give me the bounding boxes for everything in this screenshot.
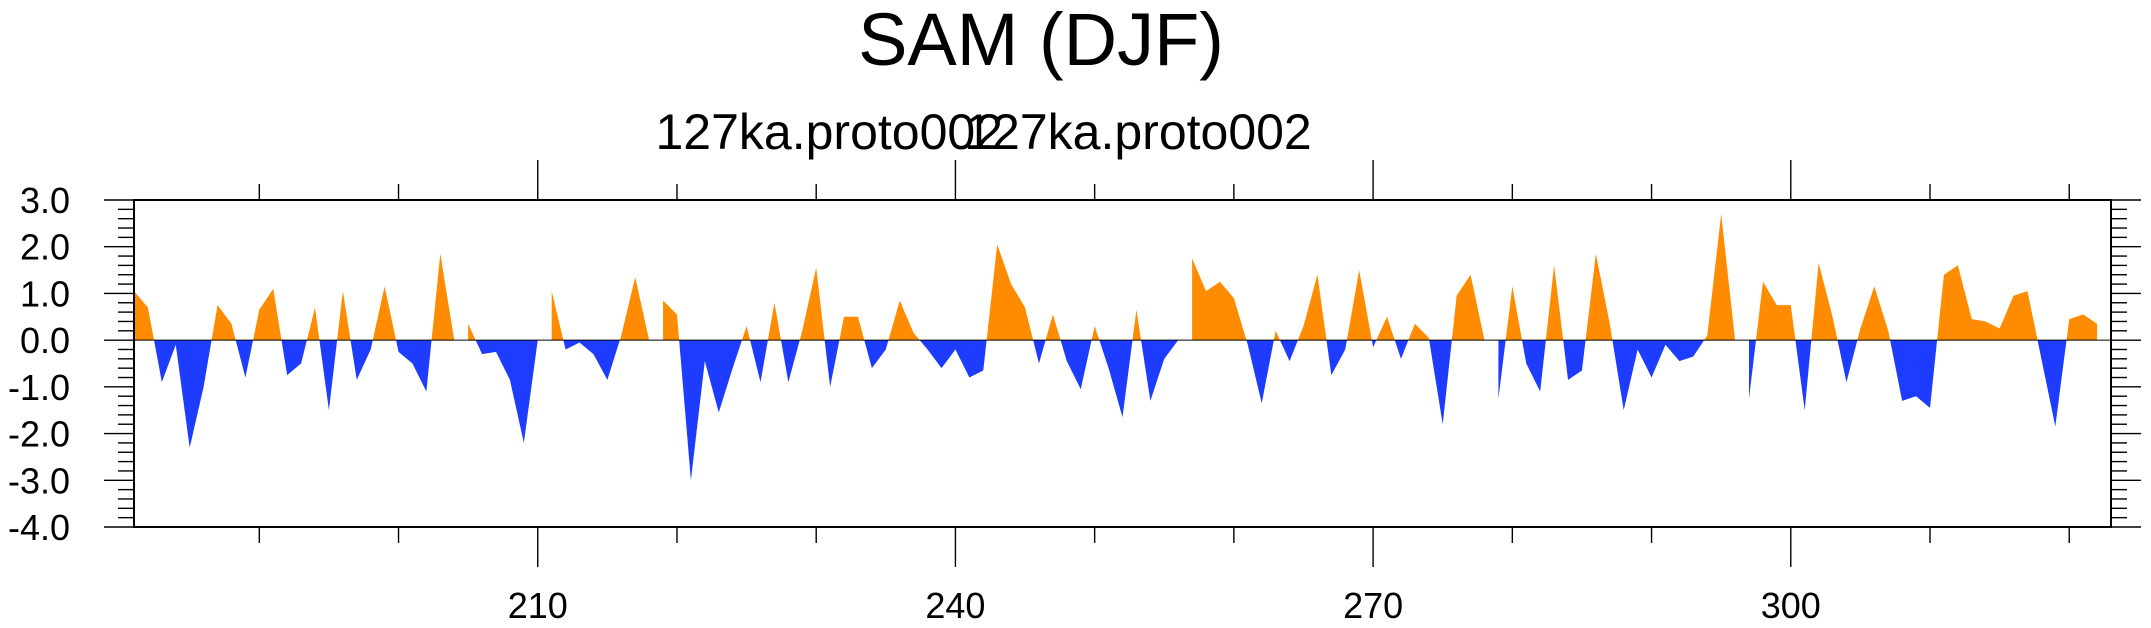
positive-area (1585, 253, 1613, 341)
positive-area (619, 277, 650, 341)
negative-area (1522, 340, 1546, 392)
positive-area (986, 244, 1034, 341)
positive-area (337, 291, 351, 341)
positive-area (253, 288, 282, 341)
negative-area (1099, 340, 1133, 418)
positive-area (134, 291, 155, 341)
negative-area (679, 340, 742, 481)
negative-area (396, 340, 432, 392)
negative-area (2037, 340, 2067, 427)
negative-area (475, 340, 538, 443)
y-tick-label: 3.0 (20, 180, 70, 221)
positive-area (663, 300, 680, 341)
positive-area (1811, 263, 1838, 341)
positive-area (372, 286, 397, 341)
x-tick-label: 240 (925, 585, 985, 626)
x-tick-label: 300 (1761, 585, 1821, 626)
positive-area (1091, 326, 1100, 341)
positive-area (1346, 270, 1372, 341)
positive-area (1755, 281, 1796, 341)
negative-area (780, 340, 800, 383)
series-layer (134, 214, 2098, 481)
positive-area (2066, 314, 2098, 341)
positive-area (211, 305, 236, 341)
y-tick-label: 1.0 (20, 273, 70, 314)
positive-area (888, 300, 920, 341)
positive-area (1297, 274, 1327, 341)
negative-area (1795, 340, 1812, 411)
negative-area (563, 340, 620, 380)
negative-area (750, 340, 768, 383)
chart-title: SAM (DJF) (858, 0, 1224, 81)
plot-frame (133, 199, 2112, 528)
negative-area (154, 340, 212, 448)
negative-area (1429, 340, 1452, 425)
negative-area (1749, 340, 1756, 399)
positive-area (1132, 309, 1142, 341)
negative-area (824, 340, 840, 387)
negative-area (1279, 340, 1298, 362)
positive-area (1192, 258, 1247, 341)
positive-area (1704, 214, 1736, 341)
y-tick-label: -4.0 (8, 507, 70, 548)
negative-area (1060, 340, 1092, 390)
chart-subtitle-right: 127ka.proto002 (964, 104, 1312, 160)
negative-area (1394, 340, 1409, 359)
positive-area (1376, 316, 1395, 341)
positive-area (1045, 314, 1061, 341)
negative-area (1326, 340, 1347, 376)
positive-area (468, 323, 476, 341)
x-tick-label: 270 (1343, 585, 1403, 626)
negative-area (864, 340, 889, 369)
positive-area (1505, 286, 1523, 341)
y-tick-label: -2.0 (8, 414, 70, 455)
y-tick-label: -3.0 (8, 460, 70, 501)
positive-area (741, 326, 751, 341)
negative-area (1498, 340, 1506, 399)
positive-area (1937, 265, 2038, 341)
positive-area (306, 307, 320, 341)
positive-area (551, 291, 564, 341)
negative-area (919, 340, 987, 378)
positive-area (767, 302, 781, 341)
positive-area (1408, 323, 1430, 341)
positive-area (1545, 265, 1564, 341)
y-tick-label: -1.0 (8, 367, 70, 408)
x-tick-label: 210 (508, 585, 568, 626)
negative-area (1563, 340, 1586, 380)
negative-area (350, 340, 373, 380)
y-tick-label: 2.0 (20, 227, 70, 268)
chart-subtitle-left: 127ka.proto002 (655, 104, 1003, 160)
negative-area (1612, 340, 1705, 411)
negative-area (1033, 340, 1046, 364)
negative-area (235, 340, 254, 378)
positive-area (1451, 274, 1485, 341)
negative-area (1371, 340, 1377, 348)
negative-area (1141, 340, 1179, 401)
negative-area (1246, 340, 1274, 404)
negative-area (281, 340, 307, 376)
negative-area (1837, 340, 1858, 383)
positive-area (431, 253, 455, 341)
negative-area (319, 340, 338, 411)
negative-area (1890, 340, 1938, 408)
positive-area (799, 267, 825, 341)
axis-layer: -4.0 -3.0 -2.0 -1.0 0.0 1.0 2.0 3.0 210 240 270 300 (8, 160, 2141, 626)
y-tick-label: 0.0 (20, 320, 70, 361)
positive-area (839, 316, 865, 341)
positive-area (1273, 330, 1280, 341)
positive-area (1857, 286, 1891, 341)
